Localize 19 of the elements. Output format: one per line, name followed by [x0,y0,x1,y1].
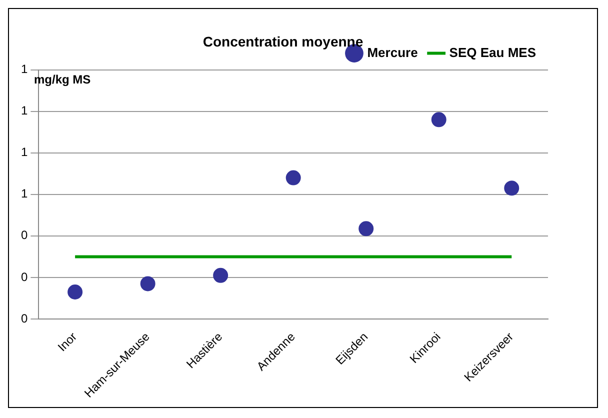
legend-label: SEQ Eau MES [449,44,536,60]
point [213,268,228,283]
y-tick-label: 0 [20,311,28,326]
point [140,276,156,292]
y-tick-label: 1 [20,104,28,118]
legend-label: Mercure [367,44,418,60]
chart-title: Concentration moyenne [202,33,364,50]
y-tick-label: 1 [20,62,28,76]
y-tick-label: 1 [20,145,28,160]
point [68,284,83,300]
x-tick-label: Inor [54,330,80,354]
point [358,221,374,236]
point [286,170,301,186]
point [431,112,446,128]
point [504,180,520,196]
y-tick-label: 0 [20,228,28,242]
y-tick-label: 0 [20,270,28,284]
y-axis-title: mg/kg MS [34,72,91,86]
y-tick-label: 1 [20,186,28,201]
